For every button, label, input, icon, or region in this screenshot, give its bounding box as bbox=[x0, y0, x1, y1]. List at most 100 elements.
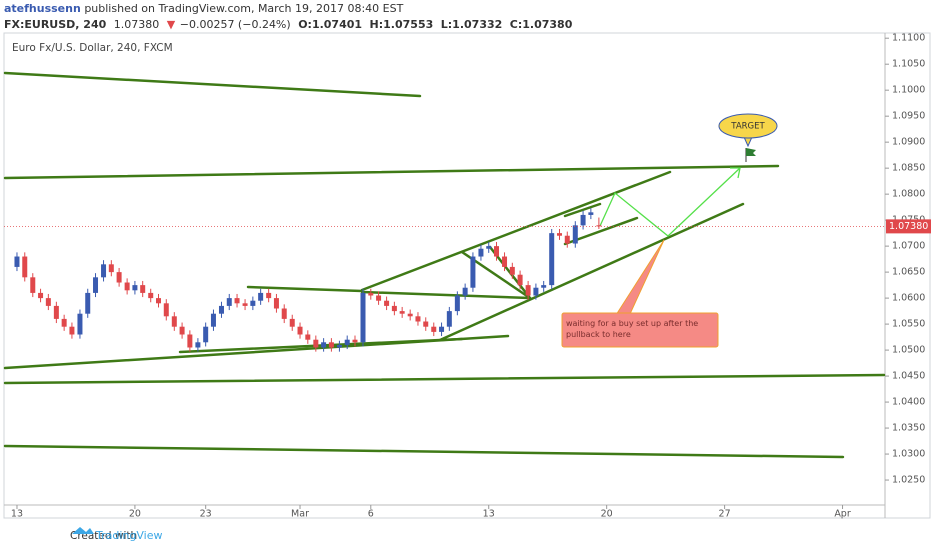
last-price-label: 1.07380 bbox=[889, 221, 928, 232]
symbol: FX:EURUSD, 240 bbox=[4, 18, 107, 31]
candle-body bbox=[101, 264, 107, 278]
candle-body bbox=[556, 233, 562, 236]
x-tick-label: 20 bbox=[129, 509, 141, 520]
candle-body bbox=[179, 326, 185, 335]
candle-body bbox=[242, 303, 248, 306]
published: published on TradingView.com, March 19, … bbox=[84, 2, 404, 15]
trend-line bbox=[178, 337, 464, 354]
flag bbox=[746, 148, 756, 156]
direction: ▼ bbox=[166, 18, 176, 31]
candle-body bbox=[132, 285, 138, 291]
candle-body bbox=[328, 342, 334, 348]
x-tick-label: 13 bbox=[11, 509, 23, 520]
candle-body bbox=[93, 277, 99, 293]
candle-body bbox=[415, 316, 421, 322]
candle-body bbox=[195, 342, 201, 348]
candle-body bbox=[77, 313, 83, 335]
publish-row: atefhussenn published on TradingView.com… bbox=[4, 2, 407, 15]
callout-box bbox=[561, 312, 719, 348]
candle-body bbox=[14, 256, 20, 267]
y-tick-label: 1.0650 bbox=[892, 267, 925, 278]
x-tick-label: 13 bbox=[483, 509, 495, 520]
y-tick-label: 1.0450 bbox=[892, 371, 925, 382]
candle-body bbox=[360, 292, 366, 343]
candle-body bbox=[116, 272, 122, 283]
candle-body bbox=[407, 313, 413, 317]
candle-body bbox=[321, 342, 327, 348]
candle-body bbox=[108, 264, 114, 273]
candle-body bbox=[85, 292, 91, 314]
candle-body bbox=[218, 305, 224, 314]
candle-body bbox=[454, 295, 460, 312]
candle-body bbox=[336, 344, 342, 348]
y-tick-label: 1.0350 bbox=[892, 423, 925, 434]
last: 1.07380 bbox=[113, 18, 160, 31]
candle-body bbox=[580, 214, 586, 226]
ohlc-high: H:1.07553 bbox=[369, 18, 434, 31]
candle-body bbox=[289, 318, 295, 327]
trend-line bbox=[360, 290, 532, 300]
trend-line bbox=[3, 71, 422, 98]
candle-body bbox=[22, 256, 28, 278]
candle-body bbox=[478, 248, 484, 257]
x-tick-label: Mar bbox=[291, 509, 309, 520]
trend-line bbox=[3, 444, 845, 459]
candle-body bbox=[234, 298, 240, 304]
candle-body bbox=[45, 298, 51, 306]
candle-body bbox=[187, 334, 193, 348]
candle-body bbox=[250, 300, 256, 306]
projection-arrowhead bbox=[730, 167, 741, 179]
candle-body bbox=[423, 321, 429, 327]
candle-body bbox=[368, 292, 374, 296]
candle-body bbox=[439, 326, 445, 332]
trend-line bbox=[563, 202, 602, 218]
candle-body bbox=[313, 339, 319, 348]
candle-body bbox=[352, 339, 358, 343]
trend-line bbox=[438, 202, 745, 342]
candle-body bbox=[30, 277, 36, 293]
candle-body bbox=[431, 326, 437, 332]
y-tick-label: 1.0850 bbox=[892, 163, 925, 174]
candle-body bbox=[266, 292, 272, 299]
candle-body bbox=[376, 295, 382, 301]
chart-frame bbox=[3, 32, 931, 519]
drawings: TARGET bbox=[3, 71, 886, 459]
author[interactable]: atefhussenn bbox=[4, 2, 81, 15]
candle-body bbox=[517, 274, 523, 286]
candle-body bbox=[171, 316, 177, 327]
ohlc-close: C:1.07380 bbox=[509, 18, 573, 31]
target-bubble bbox=[718, 113, 778, 139]
candle-body bbox=[446, 311, 452, 327]
y-tick-label: 1.0900 bbox=[892, 137, 925, 148]
candle-body bbox=[525, 285, 531, 296]
candle-body bbox=[140, 285, 146, 293]
candle-body bbox=[549, 233, 555, 286]
candle-body bbox=[494, 246, 500, 257]
target-label: TARGET bbox=[730, 122, 765, 132]
footer-brand[interactable]: TradingView bbox=[95, 529, 162, 542]
candle-body bbox=[384, 300, 390, 306]
symbol-row: FX:EURUSD, 240 1.07380 ▼ −0.00257 (−0.24… bbox=[4, 18, 576, 31]
y-tick-label: 1.1000 bbox=[892, 85, 925, 96]
x-tick-label: 23 bbox=[200, 509, 212, 520]
trend-line bbox=[360, 170, 672, 292]
candle-body bbox=[596, 225, 602, 227]
chart-title: Euro Fx/U.S. Dollar, 240, FXCM bbox=[12, 42, 173, 54]
y-tick-label: 1.0800 bbox=[892, 189, 925, 200]
y-tick-label: 1.0300 bbox=[892, 449, 925, 460]
candle-body bbox=[509, 266, 515, 275]
y-tick-label: 1.1050 bbox=[892, 59, 925, 70]
candle-body bbox=[297, 326, 303, 335]
trend-line bbox=[3, 164, 780, 180]
candle-body bbox=[572, 225, 578, 244]
candle-body bbox=[69, 326, 75, 335]
y-tick-label: 1.1100 bbox=[892, 33, 925, 44]
y-tick-label: 1.0400 bbox=[892, 397, 925, 408]
trend-line bbox=[3, 373, 886, 385]
ohlc-low: L:1.07332 bbox=[440, 18, 503, 31]
y-tick-label: 1.0500 bbox=[892, 345, 925, 356]
y-tick-label: 1.0700 bbox=[892, 241, 925, 252]
candle-body bbox=[155, 298, 161, 304]
trend-line bbox=[246, 285, 364, 293]
